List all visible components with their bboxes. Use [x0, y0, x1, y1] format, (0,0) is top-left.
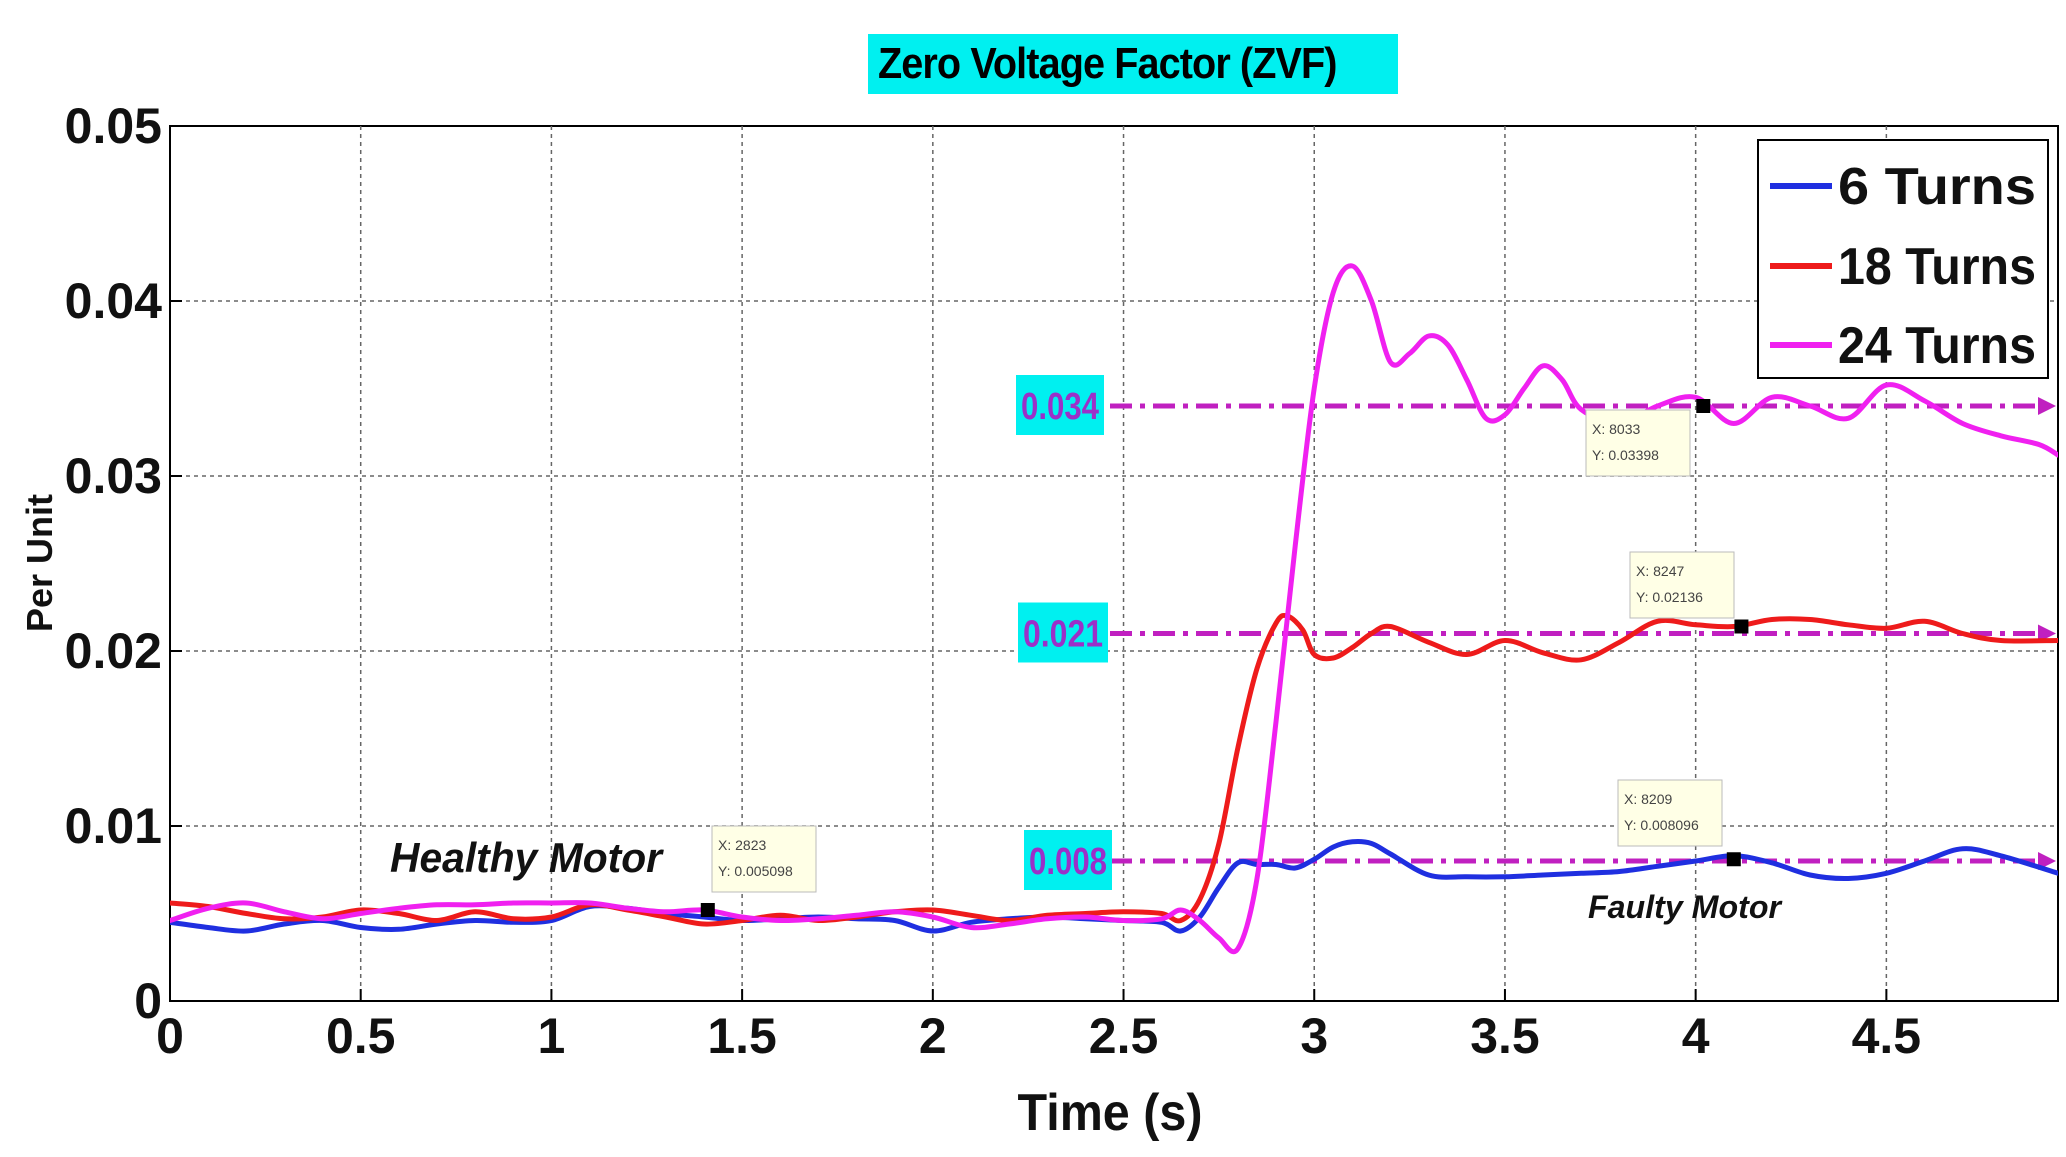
datatip-marker — [700, 903, 715, 917]
reference-lines — [1110, 397, 2056, 870]
x-tick-label: 3 — [1300, 1008, 1328, 1064]
datatips: X: 2823 Y: 0.005098 X: 8033 Y: 0.03398 X: 82… — [700, 399, 1749, 917]
reference-value-box-0.021 — [1018, 602, 1108, 663]
annotation-healthy-motor: Healthy Motor — [390, 834, 665, 881]
datatip-box — [1629, 551, 1735, 619]
datatip-marker — [1734, 619, 1749, 634]
datatip-x: X: 8033 — [1592, 421, 1640, 437]
reference-value-label: 0.034 — [1021, 386, 1099, 428]
x-tick-label: 2.5 — [1089, 1008, 1159, 1064]
reference-value-label: 0.021 — [1023, 614, 1103, 656]
datatip-x: X: 2823 — [718, 837, 766, 853]
datatip-marker — [1696, 399, 1711, 413]
datatip-y: Y: 0.02136 — [1636, 589, 1703, 605]
chart-title-box: Zero Voltage Factor (ZVF) — [868, 34, 1398, 94]
legend-label: 18 Turns — [1838, 238, 2036, 296]
legend-box — [1757, 139, 2049, 379]
x-tick-label: 4.5 — [1852, 1008, 1922, 1064]
x-tick-label: 3.5 — [1470, 1008, 1540, 1064]
x-tick-label: 0.5 — [326, 1008, 396, 1064]
x-tick-label: 1 — [538, 1008, 566, 1064]
datatip-x: X: 8247 — [1636, 563, 1684, 579]
series-lines — [170, 263, 2058, 955]
x-tick-label: 2 — [919, 1008, 947, 1064]
x-tick-label: 4 — [1682, 1008, 1710, 1064]
series-line-24-turns — [170, 263, 2058, 955]
datatip-y: Y: 0.008096 — [1624, 817, 1699, 833]
reference-value-labels: 0.034 0.021 0.008 — [1016, 375, 1112, 890]
datatip-x: X: 8209 — [1624, 791, 1672, 807]
y-tick-label: 0.02 — [65, 623, 162, 679]
datatip-box — [1585, 409, 1691, 477]
reference-arrow-0.008 — [2038, 852, 2056, 870]
datatip-marker — [1726, 852, 1741, 867]
datatip-y: Y: 0.005098 — [718, 863, 793, 879]
chart-title: Zero Voltage Factor (ZVF) — [878, 39, 1338, 88]
y-tick-label: 0.05 — [65, 98, 162, 154]
legend: 6 Turns 18 Turns 24 Turns — [1757, 139, 2049, 379]
reference-arrow-0.034 — [2038, 397, 2056, 415]
y-tick-label: 0.01 — [65, 798, 162, 854]
x-tick-label: 1.5 — [707, 1008, 777, 1064]
reference-value-label: 0.008 — [1029, 841, 1107, 883]
y-axis-label: Per Unit — [19, 494, 60, 632]
reference-arrow-0.021 — [2038, 624, 2056, 643]
y-tick-label: 0.03 — [65, 448, 162, 504]
x-axis-label: Time (s) — [1018, 1084, 1203, 1142]
legend-label: 6 Turns — [1838, 158, 2036, 216]
datatip-box — [711, 825, 817, 893]
annotation-faulty-motor: Faulty Motor — [1588, 889, 1783, 925]
datatip-box — [1617, 779, 1723, 847]
y-tick-labels: 0 0.01 0.02 0.03 0.04 0.05 — [65, 98, 163, 1029]
reference-value-box-0.008 — [1024, 830, 1112, 890]
y-tick-label: 0.04 — [65, 273, 163, 329]
grid-lines — [169, 125, 2058, 1002]
series-line-6-turns — [170, 839, 2058, 934]
x-tick-label: 0 — [156, 1008, 184, 1064]
y-tick-label: 0 — [134, 973, 162, 1029]
x-tick-labels: 0 0.5 1 1.5 2 2.5 3 3.5 4 4.5 — [156, 1008, 1921, 1064]
datatip-y: Y: 0.03398 — [1592, 447, 1659, 463]
reference-value-box-0.034 — [1016, 375, 1104, 435]
legend-label: 24 Turns — [1838, 317, 2036, 375]
series-line-18-turns — [170, 612, 2058, 927]
